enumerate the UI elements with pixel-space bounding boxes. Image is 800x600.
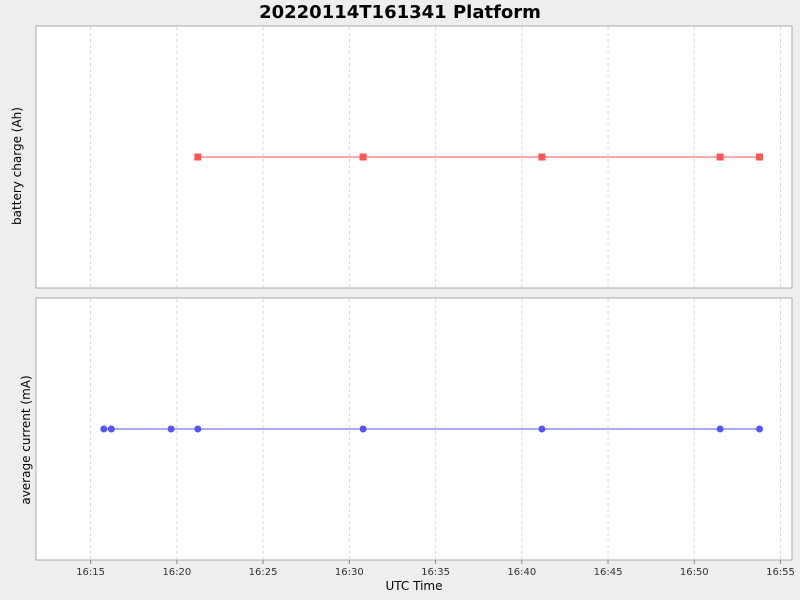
chart-title: 20220114T161341 Platform <box>259 2 541 23</box>
grid-lines <box>90 27 782 287</box>
data-point <box>716 153 724 161</box>
y-axis-label: average current (mA) <box>19 375 33 504</box>
data-point <box>716 425 724 433</box>
x-tick-label: 16:55 <box>766 567 795 578</box>
data-point <box>194 425 202 433</box>
data-point <box>167 425 175 433</box>
x-tick-label: 16:45 <box>594 567 623 578</box>
x-tick-label: 16:15 <box>76 567 105 578</box>
data-point <box>100 425 108 433</box>
x-tick-label: 16:40 <box>507 567 536 578</box>
x-axis-label: UTC Time <box>386 579 443 593</box>
average-current-panel: average current (mA) <box>19 297 793 561</box>
data-point <box>756 425 764 433</box>
data-point <box>107 425 115 433</box>
data-point <box>538 425 546 433</box>
x-tick-label: 16:25 <box>249 567 278 578</box>
y-axis-label: battery charge (Ah) <box>10 107 24 225</box>
x-tick-label: 16:30 <box>335 567 364 578</box>
x-axis-ticks: 16:15 16:20 16:25 16:30 16:35 16:40 16:45 16:50… <box>76 560 795 578</box>
x-tick-label: 16:50 <box>680 567 709 578</box>
grid-lines <box>90 299 782 559</box>
x-tick-label: 16:20 <box>162 567 191 578</box>
series-layer <box>194 153 764 161</box>
data-point <box>359 153 367 161</box>
data-point <box>538 153 546 161</box>
data-point <box>756 153 764 161</box>
series-layer <box>100 425 764 433</box>
data-point <box>194 153 202 161</box>
data-point <box>359 425 367 433</box>
battery-charge-panel: battery charge (Ah) <box>10 25 793 289</box>
x-tick-label: 16:35 <box>421 567 450 578</box>
